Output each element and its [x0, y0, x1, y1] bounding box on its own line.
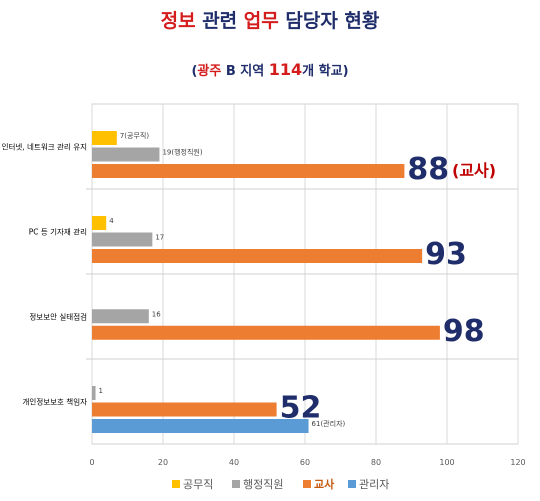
x-tick-label: 120 [510, 458, 525, 467]
legend-swatch [172, 480, 180, 488]
bar [92, 325, 440, 340]
data-label-large: 93 [425, 237, 467, 272]
title-post: 담당자 현황 [278, 10, 380, 32]
data-label-large: 98 [443, 314, 485, 349]
title-mid: 관련 [195, 10, 244, 32]
category-label: 인터넷, 네트워크 관리 유지 [2, 142, 87, 152]
category-label: 개인정보보호 책임자 [23, 397, 88, 407]
data-label: 17 [155, 234, 164, 242]
category-label: 정보보안 실태점검 [29, 312, 87, 322]
subtitle-post: 개 학교) [302, 64, 349, 79]
x-tick-label: 0 [89, 458, 94, 467]
data-label-large: 88 [407, 152, 449, 187]
subtitle-mid: B 지역 [221, 64, 269, 79]
bar [92, 131, 117, 145]
legend-swatch [348, 480, 356, 488]
x-tick-label: 60 [300, 458, 310, 467]
title-highlight-work: 업무 [243, 10, 279, 32]
subtitle-count: 114 [268, 60, 303, 79]
bar [92, 216, 107, 230]
chart-subtitle: (광주 B 지역 114개 학교) [0, 60, 540, 79]
x-tick-label: 40 [229, 458, 239, 467]
bar [92, 147, 160, 162]
bar [92, 232, 153, 247]
bar [92, 419, 309, 433]
bar [92, 309, 149, 324]
subtitle-region: 광주 [197, 64, 222, 79]
teacher-annotation: (교사) [452, 161, 496, 180]
legend-label: 교사 [314, 477, 335, 491]
category-label: PC 등 기자재 관리 [29, 227, 87, 237]
legend-swatch [303, 480, 311, 488]
x-tick-label: 20 [158, 458, 168, 467]
x-tick-label: 100 [439, 458, 454, 467]
bar [92, 402, 277, 417]
x-tick-label: 80 [371, 458, 381, 467]
legend-label: 관리자 [359, 478, 389, 491]
bar [92, 164, 405, 178]
data-label: 4 [109, 217, 114, 225]
data-label: 1 [99, 387, 103, 395]
legend-label: 공무직 [183, 478, 213, 491]
data-label: 7(공무직) [120, 131, 150, 140]
bar [92, 249, 423, 263]
title-highlight-info: 정보 [160, 10, 196, 32]
data-label: 19(행정직원) [162, 148, 202, 157]
legend-swatch [232, 480, 240, 488]
data-label: 61(관리자) [312, 419, 346, 428]
legend-label: 행정직원 [243, 478, 283, 491]
chart-title: 정보 관련 업무 담당자 현황 [0, 6, 540, 33]
data-label: 16 [152, 310, 161, 318]
bar [92, 386, 96, 400]
subtitle-open: ( [191, 64, 198, 79]
